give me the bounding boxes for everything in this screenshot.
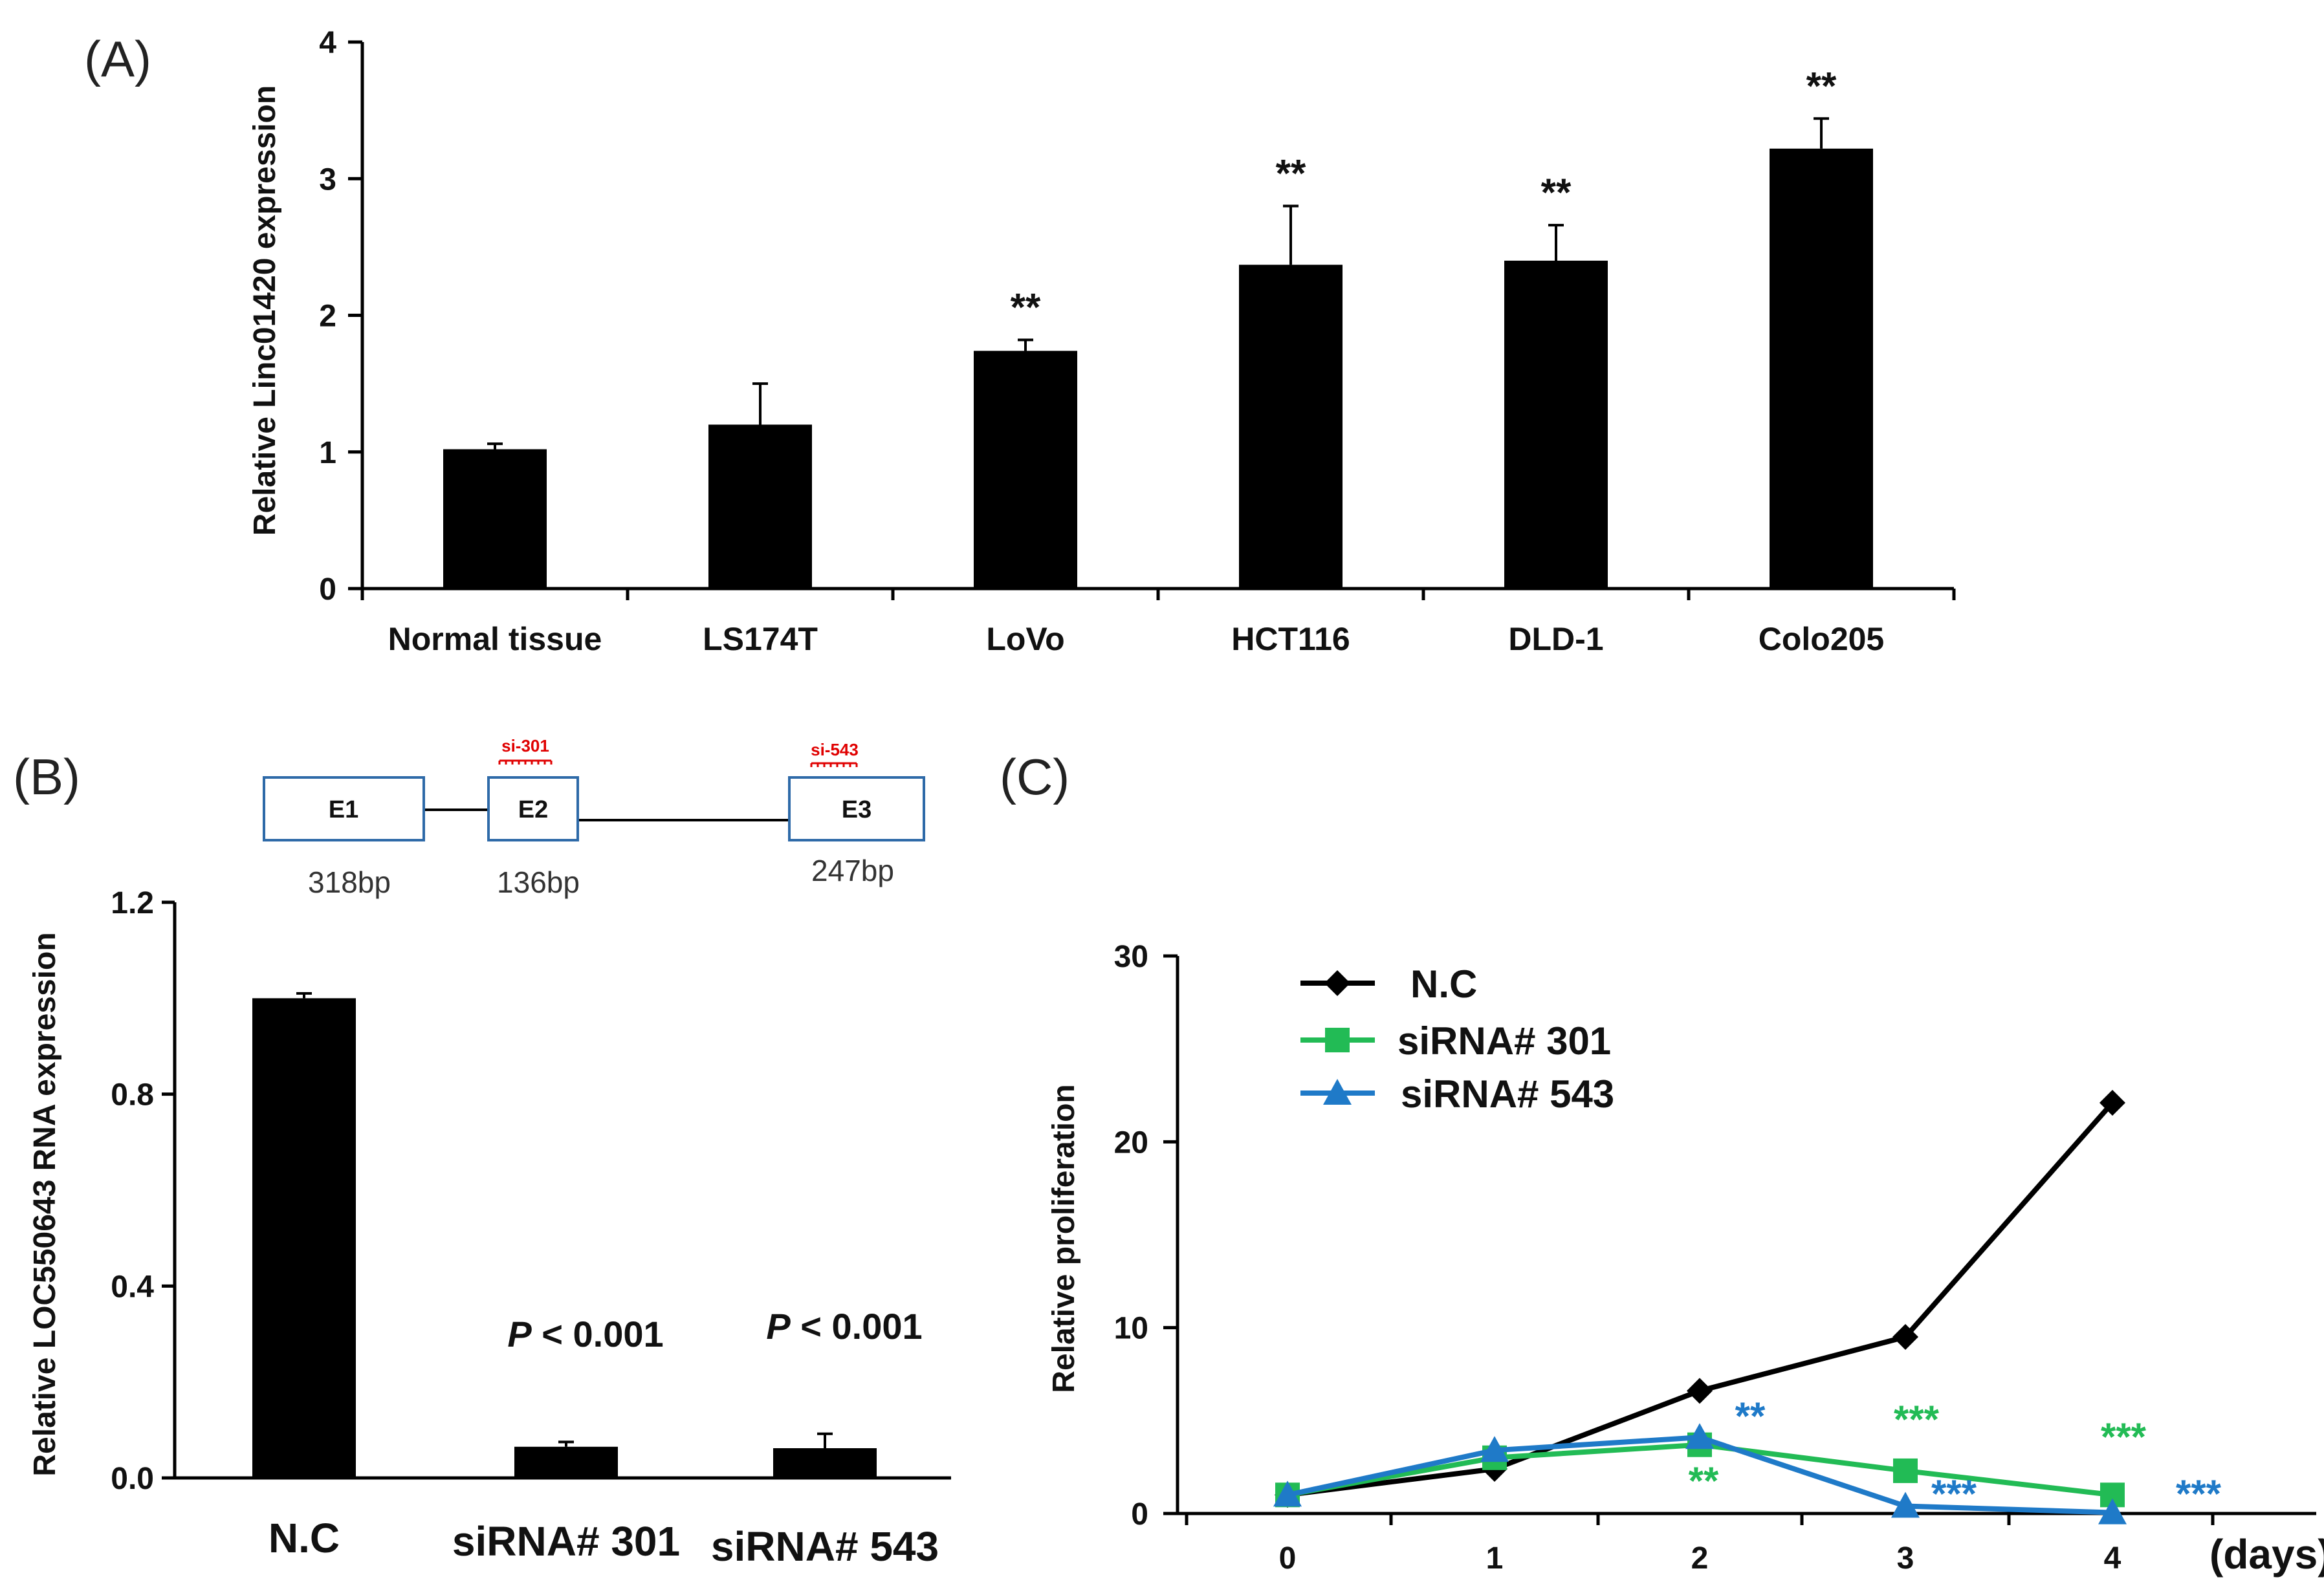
chart-a-significance: **: [1806, 64, 1837, 107]
chart-a-ytick-label: 1: [319, 436, 336, 470]
chart-b-bars: [252, 992, 877, 1478]
chart-a-ytick-label: 0: [319, 572, 336, 607]
chart-b-pvalue: P < 0.001: [766, 1306, 922, 1347]
chart-b-ylabel: Relative LOC550643 RNA expression: [28, 932, 62, 1476]
chart-a-category-label: DLD-1: [1508, 621, 1603, 657]
exon-e3-label: E3: [842, 796, 872, 823]
sirna-301-label: si-301: [501, 736, 549, 755]
chart-a-category-label: LS174T: [703, 621, 818, 657]
chart-c-point: [1687, 1378, 1713, 1404]
chart-b-labels: 0.0 0.4 0.8 1.2 N.C siRNA# 301 P < 0.001 siRNA#…: [111, 886, 939, 1570]
chart-c-xtick-label: 4: [2104, 1541, 2121, 1576]
chart-a-category-label: Normal tissue: [388, 621, 602, 657]
chart-c-ytick-label: 0: [1131, 1497, 1148, 1532]
chart-b-ytick-label: 1.2: [111, 886, 154, 920]
chart-b-category-label: N.C: [269, 1515, 340, 1561]
chart-b-bar: [773, 1448, 877, 1478]
chart-a-bar: [1504, 261, 1608, 589]
chart-c-point: [1273, 1481, 1302, 1507]
chart-a-bar: [708, 424, 812, 589]
chart-c-legend: N.C siRNA# 301 siRNA# 543: [1300, 962, 1614, 1116]
chart-c-point: [1892, 1324, 1918, 1351]
chart-c-xtick-label: 0: [1279, 1541, 1297, 1576]
exon-e2-label: E2: [518, 796, 548, 823]
sirna-543-label: si-543: [811, 740, 859, 759]
chart-c-significance: ***: [2176, 1472, 2222, 1515]
chart-b-category-label: siRNA# 543: [711, 1523, 939, 1570]
chart-c-significance: ***: [1931, 1472, 1977, 1515]
chart-a-bars: [443, 117, 1873, 589]
chart-c-significance: **: [1735, 1394, 1766, 1438]
panel-label-a: (A): [84, 30, 151, 87]
chart-a-significance: **: [1541, 171, 1572, 214]
chart-a-axes: [348, 40, 1956, 600]
chart-c-point: [2099, 1089, 2125, 1116]
chart-c-significance: **: [1689, 1459, 1719, 1503]
chart-c-axes: [1163, 954, 2316, 1525]
legend-label: siRNA# 301: [1398, 1019, 1611, 1063]
chart-b-ytick-label: 0.0: [111, 1462, 154, 1496]
exon-e3-length: 247bp: [811, 854, 894, 887]
chart-b-pvalue: P < 0.001: [507, 1314, 663, 1354]
gene-diagram: E1 E2 E3 318bp 136bp 247bp si-301 si-543: [263, 736, 925, 899]
chart-c: Relative proliferation (days) 0 10 20 30 0 1 2…: [1047, 940, 2324, 1578]
exon-e1-length: 318bp: [308, 865, 391, 899]
chart-c-ytick-label: 20: [1114, 1125, 1148, 1160]
chart-a-bar: [1239, 265, 1343, 589]
chart-c-significance: ***: [2101, 1415, 2147, 1459]
exon-e1: [263, 776, 425, 841]
chart-a-significance: **: [1011, 286, 1041, 329]
chart-a-bar: [974, 351, 1077, 589]
chart-a-bar: [443, 449, 547, 589]
chart-a-ytick-label: 3: [319, 162, 336, 197]
chart-c-xlabel: (days): [2209, 1531, 2324, 1578]
chart-c-xtick-label: 2: [1691, 1541, 1709, 1576]
chart-a-labels: 0 1 2 3 4 Normal tissue LS174T LoVo ** HCT116 ** DL…: [319, 26, 1884, 657]
chart-a-ytick-label: 2: [319, 299, 336, 334]
chart-a-bar: [1770, 148, 1873, 589]
chart-a-significance: **: [1276, 152, 1306, 195]
chart-a-category-label: Colo205: [1759, 621, 1885, 657]
chart-c-xtick-label: 3: [1897, 1541, 1914, 1576]
chart-a-ylabel: Relative Linc01420 expression: [248, 85, 282, 536]
chart-a-category-label: HCT116: [1231, 621, 1350, 657]
chart-b-category-label: siRNA# 301: [452, 1518, 680, 1565]
chart-c-xtick-label: 1: [1486, 1541, 1504, 1576]
legend-swatch-marker: [1324, 970, 1350, 996]
chart-b-bar: [252, 998, 356, 1478]
sirna-543-site: [810, 762, 858, 767]
panel-label-b: (B): [13, 748, 80, 805]
chart-b-ytick-label: 0.4: [111, 1270, 154, 1304]
legend-label: N.C: [1410, 962, 1477, 1006]
chart-b-ytick-label: 0.8: [111, 1078, 154, 1112]
chart-c-point: [1893, 1458, 1918, 1483]
exon-e2: [487, 776, 579, 841]
exon-e1-label: E1: [329, 796, 358, 823]
chart-a-ytick-label: 4: [319, 26, 336, 60]
chart-c-lines: [1273, 1089, 2127, 1524]
chart-c-point: [1480, 1436, 1509, 1462]
exon-e3: [788, 776, 925, 841]
sirna-301-site: [498, 759, 553, 765]
chart-c-significance: ***: [1894, 1398, 1940, 1441]
chart-c-point: [1891, 1492, 1920, 1518]
chart-c-ytick-label: 10: [1114, 1312, 1148, 1346]
chart-c-point: [2098, 1498, 2127, 1524]
chart-c-point: [1685, 1423, 1714, 1449]
chart-b-bar: [514, 1446, 618, 1478]
chart-b: Relative LOC550643 RNA expression 0.0 0.4…: [28, 886, 951, 1570]
chart-a: Relative Linc01420 expression 0 1 2 3 4 Norma…: [248, 26, 1956, 657]
legend-swatch-marker: [1323, 1079, 1352, 1105]
chart-c-ytick-label: 30: [1114, 940, 1148, 974]
chart-a-category-label: LoVo: [986, 621, 1064, 657]
legend-swatch-marker: [1325, 1028, 1350, 1052]
chart-c-ylabel: Relative proliferation: [1047, 1084, 1081, 1393]
panel-label-c: (C): [1000, 748, 1069, 805]
exon-e2-length: 136bp: [497, 865, 580, 899]
legend-label: siRNA# 543: [1401, 1072, 1614, 1116]
